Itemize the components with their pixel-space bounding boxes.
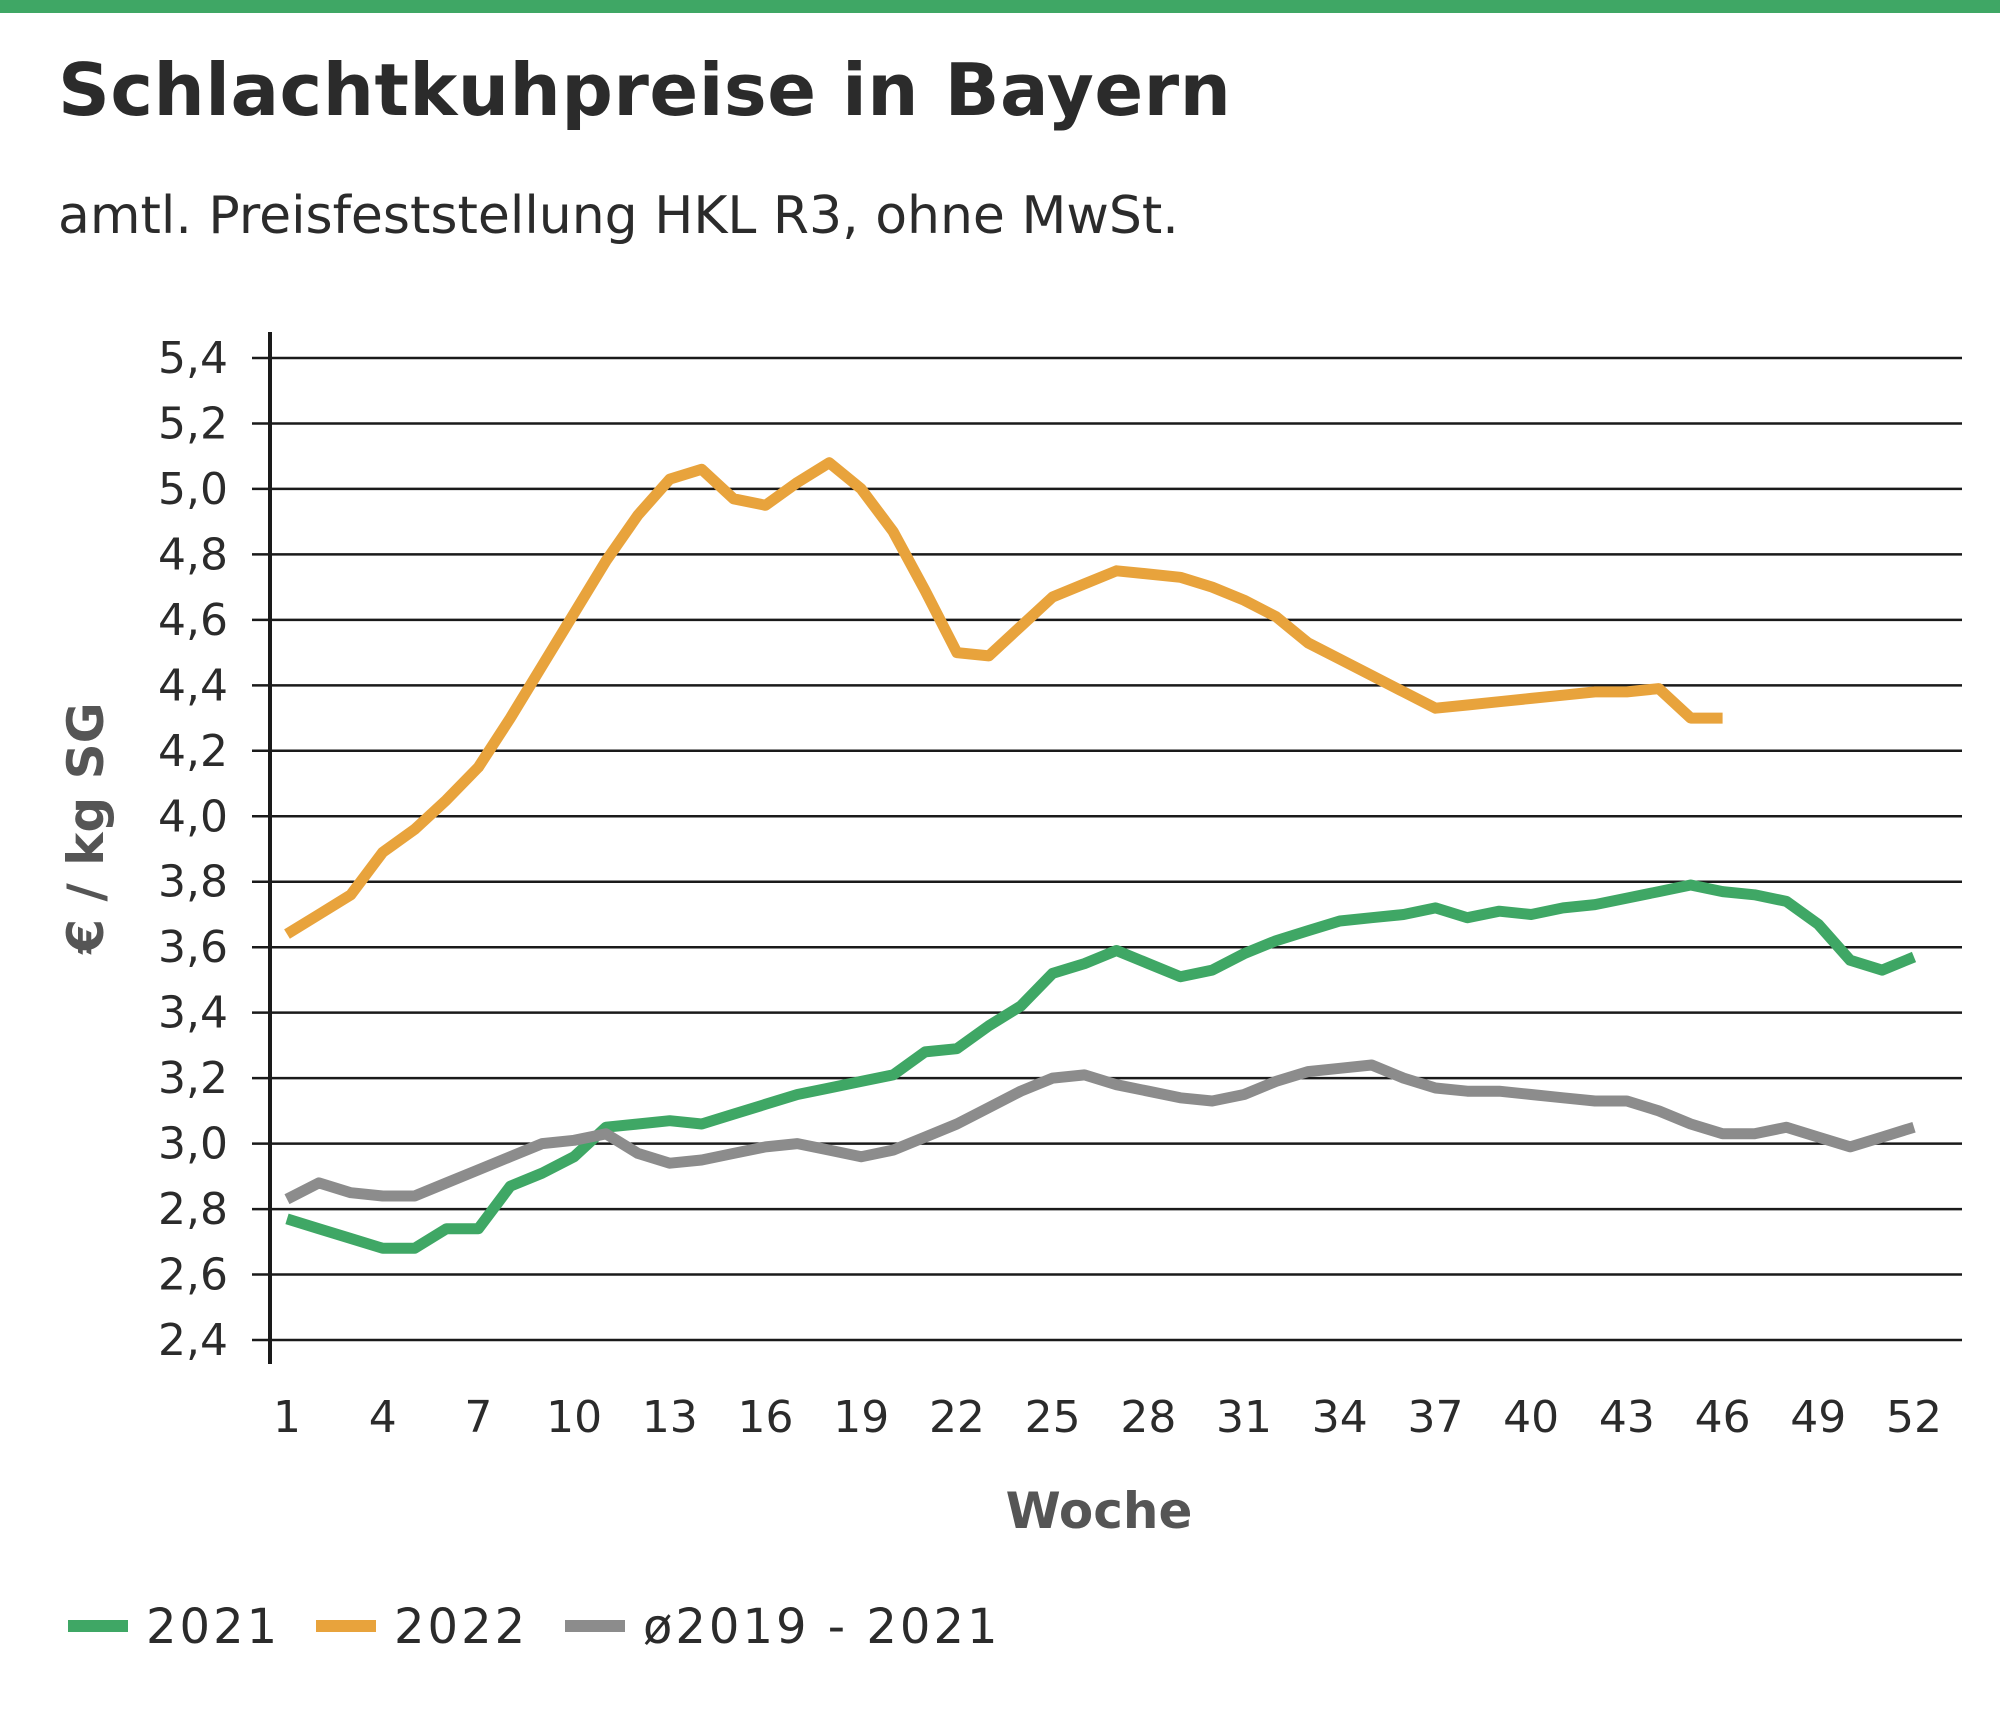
x-tick-label: 16 [738,1392,794,1443]
y-tick-label: 4,6 [158,595,228,646]
x-tick-labels: 1 4 7 10 13 16 19 22 25 28 31 34 37 40 43 46 49 52 [273,1392,1942,1443]
grid-lines [252,356,1962,1342]
top-accent-bar [0,0,2000,13]
legend-label: 2021 [146,1599,280,1655]
y-tick-label: 2,8 [158,1184,228,1235]
y-axis-title: € / kg SG [57,702,115,954]
x-tick-label: 1 [273,1392,301,1443]
y-tick-label: 2,6 [158,1250,228,1301]
x-tick-label: 52 [1886,1392,1942,1443]
x-tick-label: 40 [1503,1392,1559,1443]
y-tick-label: 5,0 [158,464,228,515]
x-tick-label: 49 [1790,1392,1846,1443]
y-tick-label: 3,8 [158,857,228,908]
x-tick-label: 13 [642,1392,698,1443]
x-tick-label: 46 [1695,1392,1751,1443]
series-line-2021 [285,879,1917,1254]
x-tick-label: 34 [1312,1392,1368,1443]
chart-title: Schlachtkuhpreise in Bayern [58,48,1232,132]
x-tick-label: 7 [464,1392,492,1443]
legend-label: ø2019 - 2021 [643,1599,1001,1655]
x-axis-title: Woche [1006,1482,1193,1540]
y-tick-label: 3,6 [158,922,228,973]
x-tick-label: 10 [546,1392,602,1443]
y-tick-label: 3,2 [158,1053,228,1104]
series-lines [284,457,1917,1254]
y-tick-label: 4,4 [158,660,228,711]
y-tick-label: 4,0 [158,791,228,842]
x-tick-label: 28 [1120,1392,1176,1443]
series-line--2019-2021 [284,1059,1916,1205]
y-tick-labels: 2,4 2,6 2,8 3,0 3,2 3,4 3,6 3,8 4,0 4,2 4,4 4,6 4,8 5… [158,333,228,1366]
x-tick-label: 22 [929,1392,985,1443]
x-tick-label: 43 [1599,1392,1655,1443]
x-tick-label: 19 [833,1392,889,1443]
x-tick-label: 37 [1407,1392,1463,1443]
y-tick-label: 3,0 [158,1119,228,1170]
y-tick-label: 4,2 [158,726,228,777]
legend-label: 2022 [394,1599,528,1655]
y-tick-label: 5,4 [158,333,228,384]
x-tick-label: 31 [1216,1392,1272,1443]
y-tick-label: 3,4 [158,988,228,1039]
series-line-2022 [284,457,1723,939]
y-tick-label: 2,4 [158,1315,228,1366]
y-tick-label: 5,2 [158,398,228,449]
y-tick-label: 4,8 [158,529,228,580]
x-tick-label: 25 [1025,1392,1081,1443]
legend: 2021 2022 ø2019 - 2021 [68,1599,1001,1655]
chart-subtitle: amtl. Preisfeststellung HKL R3, ohne MwS… [58,186,1179,246]
x-tick-label: 4 [369,1392,397,1443]
